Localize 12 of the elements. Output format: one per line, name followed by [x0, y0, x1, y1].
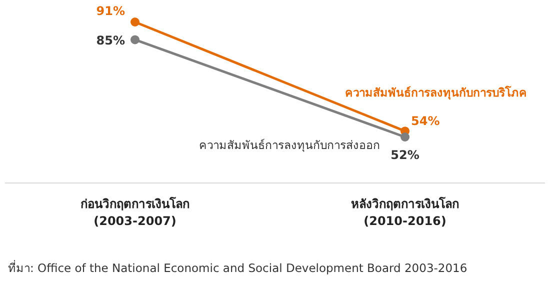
- x-tick-label: หลังวิกฤตการเงินโลก (2010-2016): [351, 196, 459, 228]
- data-label: 54%: [411, 114, 440, 128]
- data-label: 91%: [96, 4, 125, 18]
- text: ที่มา: Office of the National Economic and Social Development Board 2003-2016: [8, 260, 468, 275]
- point: [130, 18, 140, 26]
- series-label: ความสัมพันธ์การลงทุนกับการบริโภค: [345, 84, 527, 101]
- point: [400, 132, 410, 142]
- x-tick-label: ก่อนวิกฤตการเงินโลก (2003-2007): [80, 196, 190, 228]
- point: [130, 35, 140, 44]
- data-label: 52%: [390, 148, 420, 162]
- data-label: 85%: [96, 34, 125, 48]
- series-label: ความสัมพันธ์การลงทุนกับการส่งออก: [199, 138, 380, 152]
